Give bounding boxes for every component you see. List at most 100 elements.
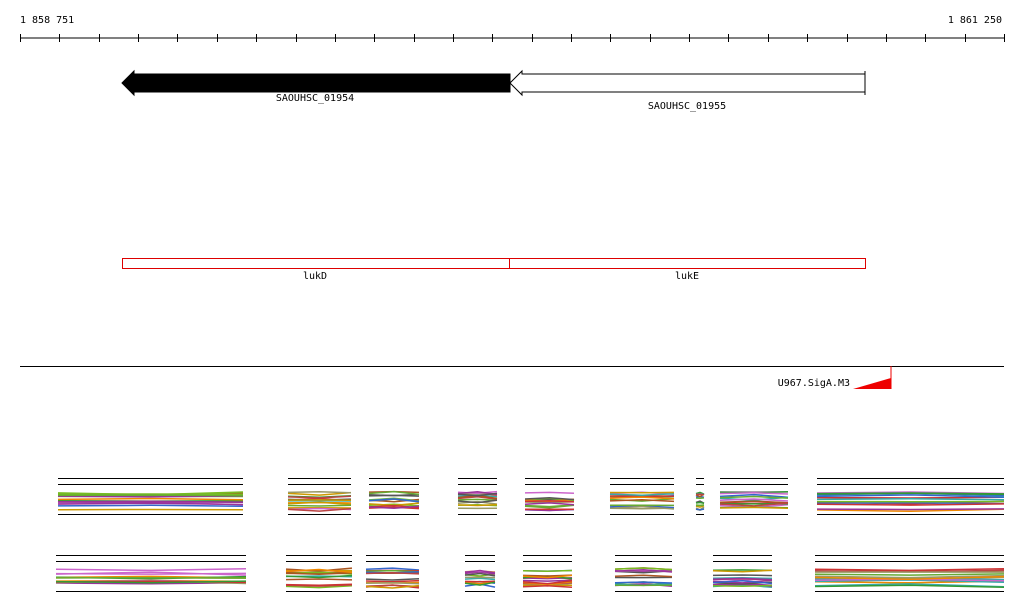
feature-label: lukE [675, 271, 699, 282]
block-trace [712, 577, 773, 581]
block-trace [464, 572, 496, 577]
block-trace [695, 508, 705, 511]
block-trace [522, 579, 573, 585]
block-trace [365, 581, 420, 585]
ruler-start: 1 858 751 [20, 15, 74, 26]
block-trace [368, 493, 420, 497]
block-trace [524, 504, 575, 508]
block-trace [719, 493, 789, 499]
block-trace [522, 585, 573, 588]
block-trace [816, 494, 1005, 498]
block-trace [814, 584, 1005, 588]
block-trace [55, 567, 247, 572]
block-trace [719, 495, 789, 499]
block-trace [524, 502, 575, 506]
block-trace [816, 492, 1005, 496]
block-trace [609, 493, 675, 496]
block-trace [464, 569, 496, 574]
block-trace [719, 498, 789, 502]
block-trace [457, 503, 498, 507]
block-trace [287, 504, 352, 507]
ruler-end: 1 861 250 [948, 15, 1002, 26]
block-trace [457, 499, 498, 504]
block-trace [365, 569, 420, 573]
block-trace [719, 502, 789, 507]
block-trace [522, 569, 573, 573]
feature-box [122, 258, 510, 269]
block-trace [712, 574, 773, 577]
block-trace [285, 568, 353, 574]
block-trace [287, 490, 352, 494]
block-trace [816, 502, 1005, 505]
block-trace [609, 505, 675, 510]
block-trace [464, 571, 496, 575]
block-trace [57, 494, 244, 497]
block-trace [522, 574, 573, 579]
block-trace [695, 493, 705, 496]
block-trace [285, 585, 353, 589]
block-trace [524, 500, 575, 503]
block-trace [55, 580, 247, 584]
block-trace [285, 567, 353, 572]
block-trace [285, 578, 353, 581]
block-trace [464, 580, 496, 583]
block-trace [287, 507, 352, 512]
block-trace [368, 505, 420, 510]
block-trace [57, 495, 244, 498]
block-trace [814, 583, 1005, 588]
block-trace [464, 577, 496, 581]
block-trace [695, 501, 705, 504]
block-trace [712, 584, 773, 588]
block-trace [368, 498, 420, 503]
block-trace [57, 497, 244, 501]
block-trace [814, 575, 1005, 580]
gene-label: SAOUHSC_01955 [648, 101, 726, 112]
block-trace [57, 504, 244, 507]
block-trace [365, 577, 420, 581]
block-trace [816, 503, 1005, 506]
block-trace [457, 492, 498, 497]
block-trace [287, 491, 352, 496]
block-trace [614, 568, 673, 573]
block-trace [365, 567, 420, 571]
gene-arrow [121, 69, 511, 97]
gene-arrow [509, 69, 866, 97]
block-trace [365, 579, 420, 583]
ruler-ticks [20, 34, 1005, 42]
motif-triangle [853, 378, 891, 389]
block-trace [464, 581, 496, 586]
block-trace [719, 506, 789, 510]
block-trace [285, 583, 353, 587]
block-trace [719, 500, 789, 504]
block-trace [695, 505, 705, 508]
block-trace [816, 508, 1005, 513]
block-trace [57, 500, 244, 503]
block-trace [285, 574, 353, 579]
block-trace [365, 571, 420, 575]
block-trace [614, 574, 673, 578]
block-trace [712, 569, 773, 573]
motif-label: U967.SigA.M3 [778, 378, 850, 389]
block-trace [287, 501, 352, 506]
block-trace [285, 572, 353, 575]
block-trace [55, 571, 247, 576]
block-trace [368, 490, 420, 496]
block-trace [816, 508, 1005, 511]
block-trace [287, 495, 352, 499]
block-trace [457, 496, 498, 501]
alignment-blocks [55, 478, 1005, 592]
block-trace [457, 498, 498, 501]
block-trace [609, 499, 675, 503]
block-trace [712, 579, 773, 585]
block-trace [522, 579, 573, 582]
block-trace [814, 567, 1005, 572]
block-trace [365, 584, 420, 589]
block-trace [614, 581, 673, 584]
feature-label: lukD [303, 271, 327, 282]
block-trace [457, 500, 498, 505]
block-trace [816, 496, 1005, 499]
block-trace [609, 496, 675, 500]
block-trace [814, 574, 1005, 579]
block-trace [614, 567, 673, 571]
